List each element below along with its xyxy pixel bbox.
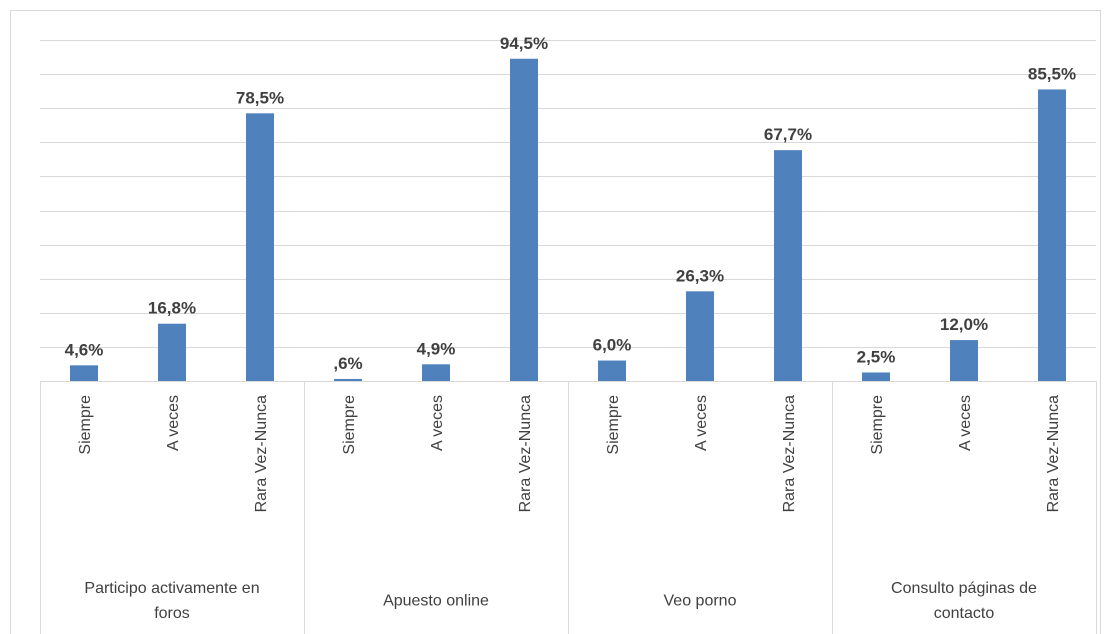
bar (950, 340, 978, 381)
x-tick-label: A veces (429, 395, 446, 451)
x-tick-label: Siempre (605, 395, 622, 455)
data-label: 2,5% (857, 347, 896, 366)
bar (246, 113, 274, 381)
bar (422, 364, 450, 381)
group-label: Participo activamente en foros (84, 580, 260, 622)
x-tick-label: Rara Vez-Nunca (517, 395, 534, 512)
x-tick-label: Siempre (869, 395, 886, 455)
group-label: Consulto páginas de contacto (891, 580, 1037, 622)
data-label: 94,5% (500, 34, 548, 53)
data-label: 16,8% (148, 299, 196, 318)
bar (774, 150, 802, 381)
bar (158, 323, 186, 381)
data-label: 67,7% (764, 125, 812, 144)
data-label: 78,5% (236, 88, 284, 107)
x-tick-label: Siempre (77, 395, 94, 455)
bar (686, 291, 714, 381)
data-label: 85,5% (1028, 64, 1076, 83)
data-label: 4,9% (417, 339, 456, 358)
x-tick-label: Rara Vez-Nunca (781, 395, 798, 512)
data-label: ,6% (333, 354, 362, 373)
x-tick-label: Rara Vez-Nunca (1045, 395, 1062, 512)
bar (510, 58, 538, 381)
data-label: 12,0% (940, 315, 988, 334)
bar (1038, 89, 1066, 381)
data-label: 4,6% (65, 340, 104, 359)
group-label: Veo porno (663, 592, 737, 610)
x-tick-label: A veces (957, 395, 974, 451)
x-tick-label: Rara Vez-Nunca (253, 395, 270, 512)
data-label: 6,0% (593, 336, 632, 355)
x-tick-label: A veces (693, 395, 710, 451)
bar (334, 378, 362, 381)
bar (598, 360, 626, 381)
data-label: 26,3% (676, 266, 724, 285)
bar (70, 365, 98, 381)
chart-border (10, 10, 1101, 634)
bar (862, 372, 890, 381)
x-tick-label: A veces (165, 395, 182, 451)
group-label: Apuesto online (383, 592, 489, 610)
x-tick-label: Siempre (341, 395, 358, 455)
